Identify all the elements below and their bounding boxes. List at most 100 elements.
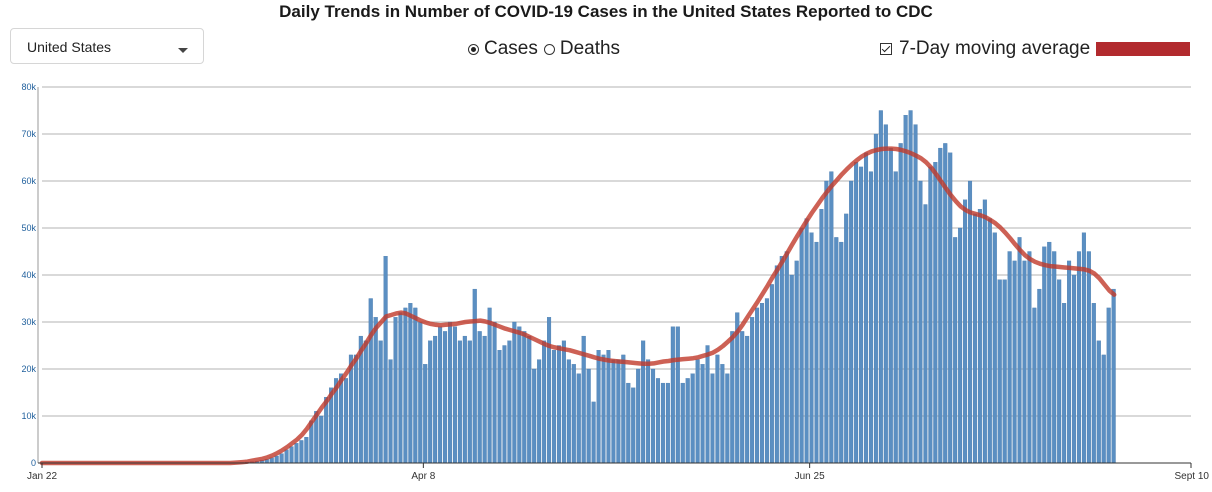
bar [299, 440, 304, 464]
bar [1022, 260, 1027, 464]
bar [958, 227, 963, 464]
moving-average-toggle[interactable]: 7-Day moving average [880, 38, 1191, 60]
bar [1057, 279, 1062, 464]
bar [819, 209, 824, 464]
bar [829, 171, 834, 464]
x-tick-label: Apr 8 [411, 471, 435, 482]
bar [452, 326, 457, 464]
bar [651, 368, 656, 464]
bar [849, 180, 854, 464]
bar [1027, 251, 1032, 464]
bar [660, 382, 665, 464]
bar [284, 449, 289, 464]
checkbox-checked-icon[interactable] [880, 43, 892, 55]
bar [814, 241, 819, 464]
bar [1086, 251, 1091, 464]
bar [383, 256, 388, 464]
chevron-down-icon [178, 48, 188, 53]
bar [908, 110, 913, 464]
y-tick-label: 60k [21, 176, 36, 186]
bar [343, 378, 349, 464]
bar [794, 260, 799, 464]
bar [591, 401, 596, 464]
x-tick-label: Sept 10 [1175, 471, 1210, 482]
bar [319, 415, 324, 464]
bar [710, 373, 715, 464]
bar [997, 279, 1002, 464]
bar [433, 335, 438, 464]
location-select[interactable]: United States [10, 28, 204, 64]
bar [1002, 279, 1007, 464]
bar [507, 340, 512, 464]
bar [655, 378, 661, 464]
metric-radio-group: Cases Deaths [468, 38, 626, 60]
bar [685, 378, 690, 464]
bar [873, 133, 878, 464]
bar [378, 340, 383, 464]
bar [854, 162, 859, 464]
bar [764, 298, 769, 464]
bar [665, 382, 670, 464]
bar [888, 147, 893, 464]
bar [863, 152, 869, 464]
bar [403, 307, 408, 464]
bar [487, 307, 492, 464]
bar [1076, 251, 1081, 464]
bar [893, 171, 898, 464]
bar [457, 340, 462, 464]
bar [859, 166, 864, 464]
bar [705, 345, 710, 464]
x-axis: Jan 22 Apr 8 Jun 25 Sept 10 [27, 462, 1210, 482]
bar [933, 162, 938, 464]
bar [1017, 237, 1022, 464]
bar [918, 180, 923, 464]
bar [443, 331, 448, 464]
deaths-radio-label: Deaths [559, 38, 621, 59]
radio-selected-icon [468, 43, 479, 55]
bar [1091, 303, 1096, 464]
bar [987, 218, 992, 464]
bar [517, 326, 522, 464]
radio-unselected-icon [543, 43, 555, 55]
bar [883, 124, 888, 464]
bar [903, 115, 908, 464]
bar [740, 331, 745, 464]
bar [586, 368, 591, 464]
bar [725, 373, 730, 464]
bar-series [239, 110, 1116, 464]
bar [398, 312, 403, 464]
bar [1012, 260, 1017, 464]
bar [982, 199, 987, 464]
bar [834, 237, 839, 464]
bar [413, 307, 418, 464]
bar [492, 321, 497, 464]
bar [576, 373, 581, 464]
cases-radio[interactable]: Cases [468, 38, 538, 60]
bar [750, 317, 755, 464]
bar [1032, 307, 1037, 464]
bar [779, 256, 784, 464]
bar [294, 443, 299, 464]
moving-average-label: 7-Day moving average [899, 38, 1091, 59]
bar [745, 335, 750, 464]
bar [789, 274, 794, 464]
bar [428, 340, 433, 464]
bar [339, 373, 344, 464]
bar [388, 359, 393, 464]
bar [799, 227, 804, 464]
bar [631, 387, 636, 464]
bar [279, 453, 284, 464]
bar [690, 373, 695, 464]
bar [289, 446, 294, 464]
chart-title: Daily Trends in Number of COVID-19 Cases… [279, 2, 933, 21]
bar [646, 359, 651, 464]
bar [636, 368, 641, 464]
y-tick-label: 0 [31, 458, 36, 468]
bar [408, 303, 413, 464]
bar [695, 359, 700, 464]
y-tick-label: 50k [21, 223, 36, 233]
bar [566, 359, 571, 464]
deaths-radio[interactable]: Deaths [543, 38, 621, 60]
bar [561, 340, 566, 464]
